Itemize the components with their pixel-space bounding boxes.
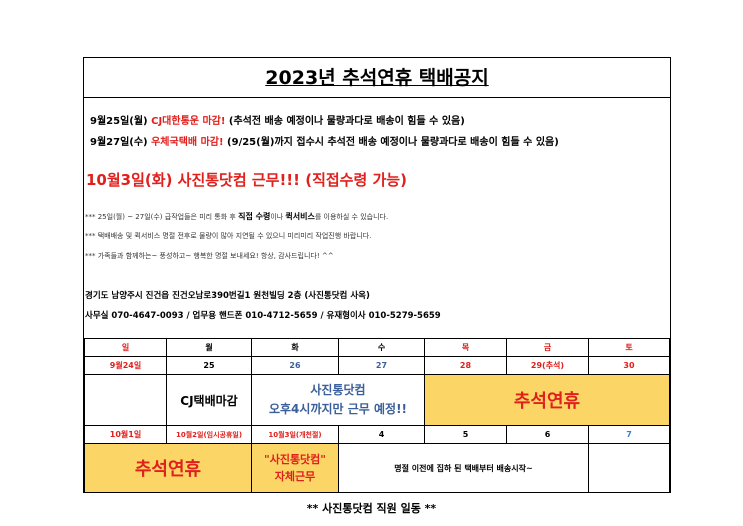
weekday-wed: 수 (338, 338, 425, 357)
date-cell: 27 (338, 356, 425, 375)
date-cell: 10월2일(임시공휴일) (166, 425, 252, 444)
memo-text: *** 25일(월) ~ 27일(수) 급작업들은 미리 통화 후 (85, 213, 239, 221)
weekday-fri: 금 (506, 338, 589, 357)
notice-cj: 9월25일(월) CJ대한통운 마감! (추석전 배송 예정이나 물량과다로 배… (90, 112, 465, 127)
date-cell: 29(추석) (506, 356, 589, 375)
weekday-thu: 목 (424, 338, 507, 357)
notice-rest: (추석전 배송 예정이나 물량과다로 배송이 힘들 수 있음) (228, 116, 465, 127)
weekday-sat: 토 (588, 338, 670, 357)
date-cell: 6 (506, 425, 589, 444)
notice-box: 2023년 추석연휴 택배공지 9월25일(월) CJ대한통운 마감! (추석전… (83, 57, 671, 493)
date-cell: 25 (166, 356, 252, 375)
week1-dates: 9월24일 25 26 27 28 29(추석) 30 (84, 356, 670, 375)
date-cell: 28 (424, 356, 507, 375)
empty-cell (588, 443, 670, 493)
date-cell: 5 (424, 425, 507, 444)
memo-bold: 퀵서비스 (285, 212, 315, 221)
memo-3: *** 가족들과 함께하는~ 풍성하고~ 행복한 명절 보내세요! 항상, 감사… (85, 252, 334, 260)
cj-deadline-cell: CJ택배마감 (166, 374, 252, 426)
calendar-table: 일 월 화 수 목 금 토 9월24일 25 26 27 28 29(추석) 3… (84, 338, 670, 493)
date-cell: 26 (251, 356, 339, 375)
memo-1: *** 25일(월) ~ 27일(수) 급작업들은 미리 통화 후 직접 수령이… (85, 211, 388, 222)
memo-text: 이나 (270, 213, 286, 221)
weekday-row: 일 월 화 수 목 금 토 (84, 338, 670, 357)
holiday-cell: 추석연휴 (424, 374, 670, 426)
date-cell: 10월1일 (84, 425, 167, 444)
notice-date: 9월25일(월) (90, 116, 148, 127)
memo-text: 를 이용하실 수 있습니다. (314, 213, 389, 221)
title-text: 2023년 추석연휴 택배공지 (265, 67, 489, 89)
notice-rest: (9/25(월)까지 접수시 추석전 배송 예정이나 물량과다로 배송이 힘들 … (227, 137, 559, 148)
self-work-cell: "사진통닷컴" 자체근무 (251, 443, 339, 493)
notice-highlight: CJ대한통운 마감! (151, 116, 226, 127)
address: 경기도 남양주시 진건읍 진건오남로390번길1 원천빌딩 2층 (사진통닷컴 … (85, 291, 370, 301)
notice-highlight: 우체국택배 마감! (151, 137, 224, 148)
week2-dates: 10월1일 10월2일(임시공휴일) 10월3일(개천절) 4 5 6 7 (84, 425, 670, 444)
note-line: 자체근무 (274, 470, 316, 483)
memo-bold: 직접 수령 (238, 212, 271, 221)
headline: 10월3일(화) 사진통닷컴 근무!!! (직접수령 가능) (86, 171, 407, 189)
footer-signature: ** 사진통닷컴 직원 일동 ** (306, 502, 437, 515)
phone-numbers: 사무실 070-4647-0093 / 업무용 핸드폰 010-4712-565… (85, 311, 441, 321)
date-cell: 4 (338, 425, 425, 444)
date-cell: 30 (588, 356, 670, 375)
date-cell: 9월24일 (84, 356, 167, 375)
empty-cell (84, 374, 167, 426)
note-line: 사진통닷컴 (310, 383, 366, 397)
weekday-sun: 일 (84, 338, 167, 357)
page-title: 2023년 추석연휴 택배공지 (84, 58, 670, 98)
memo-2: *** 택배배송 및 퀵서비스 명절 전후로 물량이 많아 지연될 수 있으니 … (85, 232, 372, 240)
note-line: "사진통닷컴" (263, 453, 327, 466)
delivery-start-cell: 명절 이전에 집하 된 택배부터 배송시작~ (338, 443, 589, 493)
notice-post: 9월27일(수) 우체국택배 마감! (9/25(월)까지 접수시 추석전 배송… (90, 133, 559, 148)
note-line: 오후4시까지만 근무 예정!! (268, 402, 408, 416)
weekday-tue: 화 (251, 338, 339, 357)
date-cell: 10월3일(개천절) (251, 425, 339, 444)
date-cell: 7 (588, 425, 670, 444)
weekday-mon: 월 (166, 338, 252, 357)
holiday-cell: 추석연휴 (84, 443, 252, 493)
notice-date: 9월27일(수) (90, 137, 148, 148)
week2-notes: 추석연휴 "사진통닷컴" 자체근무 명절 이전에 집하 된 택배부터 배송시작~ (84, 443, 670, 493)
